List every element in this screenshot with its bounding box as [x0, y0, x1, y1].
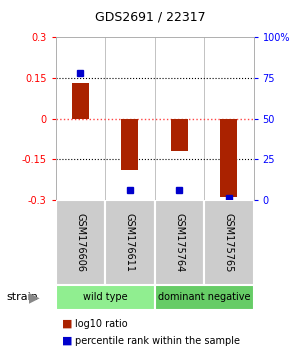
Bar	[204, 200, 254, 285]
Text: percentile rank within the sample: percentile rank within the sample	[75, 336, 240, 346]
Text: wild type: wild type	[83, 292, 127, 302]
Text: GSM175764: GSM175764	[174, 213, 184, 272]
Text: log10 ratio: log10 ratio	[75, 319, 128, 329]
Bar	[154, 285, 254, 310]
Text: GSM175765: GSM175765	[224, 213, 234, 272]
Bar	[154, 200, 204, 285]
Bar	[121, 119, 138, 170]
Bar	[72, 83, 89, 119]
Text: ▶: ▶	[29, 290, 40, 304]
Text: GSM176611: GSM176611	[125, 213, 135, 272]
Bar	[220, 119, 237, 197]
Text: dominant negative: dominant negative	[158, 292, 250, 302]
Text: GDS2691 / 22317: GDS2691 / 22317	[95, 10, 205, 23]
Text: GSM176606: GSM176606	[75, 213, 85, 272]
Text: ■: ■	[61, 319, 72, 329]
Bar	[56, 285, 154, 310]
Bar	[171, 119, 188, 151]
Text: ■: ■	[61, 336, 72, 346]
Text: strain: strain	[6, 292, 38, 302]
Bar	[56, 200, 105, 285]
Bar	[105, 200, 154, 285]
